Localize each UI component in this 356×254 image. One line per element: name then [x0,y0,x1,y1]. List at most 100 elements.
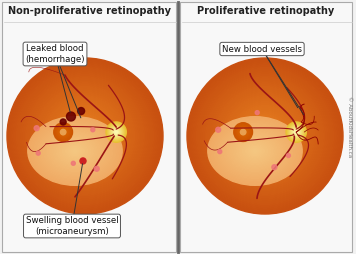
Circle shape [107,123,125,141]
Circle shape [30,81,140,191]
Circle shape [259,130,271,142]
Circle shape [198,69,332,203]
Circle shape [43,94,127,178]
Circle shape [240,111,290,161]
Circle shape [290,126,302,138]
Ellipse shape [230,133,280,169]
Circle shape [234,105,296,167]
Ellipse shape [208,117,302,185]
Circle shape [202,73,328,199]
Circle shape [61,129,66,135]
Text: Swelling blood vessel
(microaneurysm): Swelling blood vessel (microaneurysm) [26,216,118,236]
Circle shape [66,117,104,155]
Circle shape [261,132,269,140]
Circle shape [223,94,307,178]
Circle shape [204,75,326,197]
FancyBboxPatch shape [2,2,176,252]
Circle shape [26,77,144,195]
Ellipse shape [66,144,84,158]
Circle shape [247,119,282,153]
Circle shape [221,92,309,180]
Circle shape [35,86,135,186]
Circle shape [73,124,97,148]
Circle shape [237,126,249,138]
Circle shape [108,124,124,140]
Circle shape [36,151,40,155]
Ellipse shape [62,142,88,160]
Circle shape [55,124,71,140]
Circle shape [257,128,273,144]
Ellipse shape [59,139,91,163]
Ellipse shape [47,130,103,172]
Ellipse shape [69,146,81,156]
Circle shape [200,71,330,201]
Circle shape [24,75,146,197]
Circle shape [77,128,93,144]
Circle shape [54,105,116,167]
Circle shape [293,129,299,135]
Circle shape [216,127,221,132]
Circle shape [49,100,121,172]
Circle shape [197,68,334,204]
Circle shape [32,83,138,189]
Circle shape [189,60,341,212]
Circle shape [294,130,298,134]
Circle shape [240,129,247,136]
Text: Leaked blood
(hemorrhage): Leaked blood (hemorrhage) [25,44,85,64]
Circle shape [71,122,99,150]
Circle shape [289,125,303,139]
Ellipse shape [246,144,265,158]
Circle shape [81,132,89,140]
Ellipse shape [50,133,100,169]
Circle shape [37,88,133,184]
Circle shape [45,96,125,176]
Circle shape [236,125,250,139]
Circle shape [232,103,298,169]
Text: Non-proliferative retinopathy: Non-proliferative retinopathy [7,6,171,16]
Circle shape [210,81,320,191]
Circle shape [191,62,339,210]
Circle shape [109,125,123,139]
Circle shape [54,123,73,141]
Circle shape [58,128,68,137]
Circle shape [47,98,123,174]
Circle shape [234,123,252,141]
Circle shape [241,130,246,134]
Circle shape [115,131,117,133]
Circle shape [238,109,292,163]
Circle shape [13,64,157,208]
Circle shape [57,126,69,138]
Circle shape [239,128,248,137]
Circle shape [291,127,301,137]
Circle shape [242,131,244,133]
Circle shape [255,110,259,115]
Circle shape [83,134,87,138]
Circle shape [253,124,277,148]
Circle shape [240,129,246,135]
FancyBboxPatch shape [180,2,352,252]
Circle shape [39,90,131,182]
Ellipse shape [31,119,119,183]
Ellipse shape [236,137,274,165]
Circle shape [211,83,318,189]
Ellipse shape [28,117,122,185]
Circle shape [286,153,290,157]
Circle shape [69,120,101,152]
Circle shape [187,58,343,214]
Circle shape [71,161,75,165]
Circle shape [114,130,118,134]
Ellipse shape [211,119,299,183]
Ellipse shape [239,139,271,163]
Circle shape [193,64,337,208]
Ellipse shape [242,142,268,160]
Text: New blood vessels: New blood vessels [222,44,302,54]
Ellipse shape [233,135,277,167]
Circle shape [206,77,324,195]
Circle shape [208,79,322,193]
Circle shape [62,113,108,159]
Ellipse shape [217,123,293,179]
Circle shape [214,85,316,187]
Circle shape [263,134,267,138]
Ellipse shape [40,126,110,176]
Circle shape [295,131,297,133]
